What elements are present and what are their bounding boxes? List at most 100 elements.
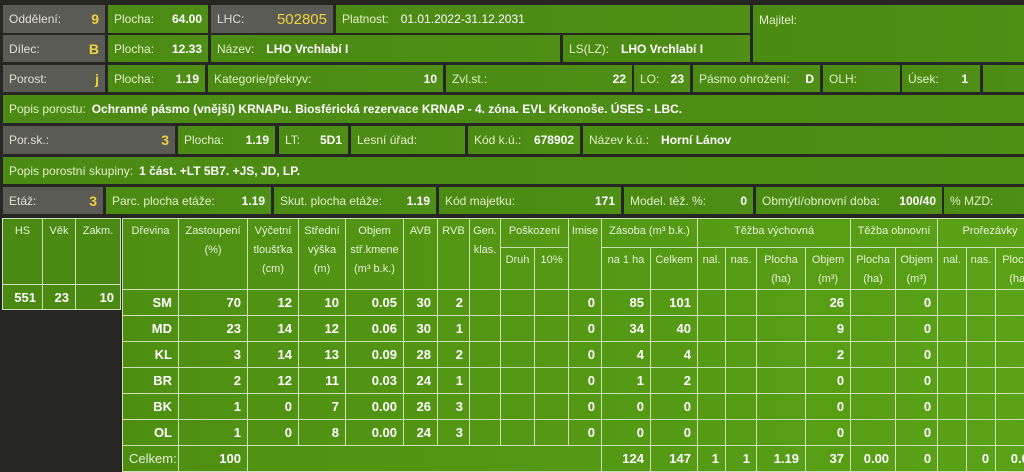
lt-field: LT:5D1 bbox=[279, 126, 348, 154]
label: % MZD: bbox=[950, 194, 993, 208]
table-cell bbox=[996, 368, 1024, 394]
table-cell: 4 bbox=[602, 342, 651, 368]
table-cell bbox=[501, 290, 535, 316]
table-cell bbox=[501, 342, 535, 368]
table-cell: 0 bbox=[569, 420, 602, 446]
value: 1.19 bbox=[242, 194, 265, 208]
rvb-header: RVB bbox=[438, 219, 470, 290]
tezba-vychovna-header: Těžba výchovná bbox=[698, 219, 851, 248]
pror-nas-header: nas. bbox=[967, 248, 996, 290]
table-cell: 2 bbox=[179, 368, 248, 394]
table-cell bbox=[967, 290, 996, 316]
table-cell bbox=[851, 368, 896, 394]
value: 3 bbox=[161, 132, 169, 148]
table-cell bbox=[851, 420, 896, 446]
ls-field: LS(LZ): LHO Vrchlabí I bbox=[563, 35, 750, 62]
table-cell bbox=[698, 316, 726, 342]
table-cell bbox=[698, 368, 726, 394]
table-cell: 11 bbox=[299, 368, 346, 394]
table-cell: 0 bbox=[651, 394, 698, 420]
label: Plocha: bbox=[114, 72, 154, 86]
table-cell: 0 bbox=[602, 394, 651, 420]
table-cell bbox=[535, 316, 569, 342]
value: 1.19 bbox=[246, 133, 269, 147]
table-cell: 0 bbox=[569, 316, 602, 342]
table-cell: 34 bbox=[602, 316, 651, 342]
label: Plocha: bbox=[114, 42, 154, 56]
table-cell: 70 bbox=[179, 290, 248, 316]
hs-value: 551 bbox=[3, 285, 43, 310]
platnost-field: Platnost:01.01.2022-31.12.2031 bbox=[336, 5, 750, 33]
value: 9 bbox=[91, 11, 99, 27]
table-cell: 2 bbox=[438, 342, 470, 368]
table-cell: 3 bbox=[438, 394, 470, 420]
vek-header: Věk bbox=[43, 219, 76, 285]
value: 100/40 bbox=[899, 194, 936, 208]
table-cell bbox=[757, 342, 806, 368]
label: Porost: bbox=[9, 72, 47, 86]
table-cell: 14 bbox=[248, 316, 299, 342]
drevina-cell: SM bbox=[123, 290, 179, 316]
label: Etáž: bbox=[9, 194, 36, 208]
label: LS(LZ): bbox=[569, 42, 609, 56]
label: Název k.ú.: bbox=[589, 133, 649, 147]
table-cell bbox=[967, 394, 996, 420]
stredni-header: Střední výška (m) bbox=[299, 219, 346, 290]
value: 678902 bbox=[534, 133, 574, 147]
table-cell: 10 bbox=[299, 290, 346, 316]
prorezavky-header: Prořezávky bbox=[938, 219, 1024, 248]
porsk-field: Por.sk.:3 bbox=[3, 126, 175, 154]
total-cell: 124 bbox=[602, 446, 651, 472]
zakm-value: 10 bbox=[76, 285, 121, 310]
table-cell bbox=[535, 394, 569, 420]
nazev-field: Název:LHO Vrchlabí I bbox=[211, 35, 560, 62]
value: 1 bbox=[961, 72, 968, 86]
value: 1 část. +LT 5B7. +JS, JD, LP. bbox=[139, 164, 300, 178]
zakm-header: Zakm. bbox=[76, 219, 121, 285]
table-cell bbox=[535, 342, 569, 368]
table-cell bbox=[470, 420, 501, 446]
empty-field bbox=[983, 65, 1024, 92]
porsk-plocha-field: Plocha:1.19 bbox=[178, 126, 275, 154]
hs-header: HS bbox=[3, 219, 43, 285]
model-tez-field: Model. těž. %:0 bbox=[624, 187, 753, 214]
value: B bbox=[89, 41, 99, 57]
nas-header: nas. bbox=[726, 248, 757, 290]
table-cell bbox=[938, 316, 967, 342]
table-cell: 3 bbox=[438, 420, 470, 446]
table-cell: 0 bbox=[896, 394, 938, 420]
value: Horní Lánov bbox=[661, 133, 731, 147]
table-cell: 7 bbox=[299, 394, 346, 420]
avb-header: AVB bbox=[404, 219, 438, 290]
table-cell bbox=[726, 316, 757, 342]
total-cell: 37 bbox=[806, 446, 851, 472]
tezba-obnovni-header: Těžba obnovní bbox=[851, 219, 938, 248]
table-cell: 40 bbox=[651, 316, 698, 342]
total-cell bbox=[938, 446, 967, 472]
table-cell: 24 bbox=[404, 368, 438, 394]
dilec-plocha-field: Plocha:12.33 bbox=[108, 35, 208, 62]
table-cell bbox=[698, 420, 726, 446]
drevina-cell: MD bbox=[123, 316, 179, 342]
value: LHO Vrchlabí I bbox=[621, 42, 703, 56]
table-cell: 12 bbox=[299, 316, 346, 342]
table-cell bbox=[938, 368, 967, 394]
total-zastoupeni: 100 bbox=[179, 446, 248, 472]
table-cell bbox=[698, 290, 726, 316]
table-cell: 3 bbox=[179, 342, 248, 368]
oddeleni-plocha-field: Plocha:64.00 bbox=[108, 5, 208, 33]
table-cell: 4 bbox=[651, 342, 698, 368]
table-cell bbox=[996, 394, 1024, 420]
table-cell bbox=[470, 342, 501, 368]
table-cell bbox=[535, 368, 569, 394]
value: j bbox=[95, 71, 99, 87]
table-cell: 0 bbox=[651, 420, 698, 446]
table-cell: 0 bbox=[806, 420, 851, 446]
label: Lesní úřad: bbox=[357, 133, 417, 147]
table-cell bbox=[996, 420, 1024, 446]
table-cell bbox=[501, 420, 535, 446]
label: Kategorie/překryv: bbox=[214, 72, 311, 86]
